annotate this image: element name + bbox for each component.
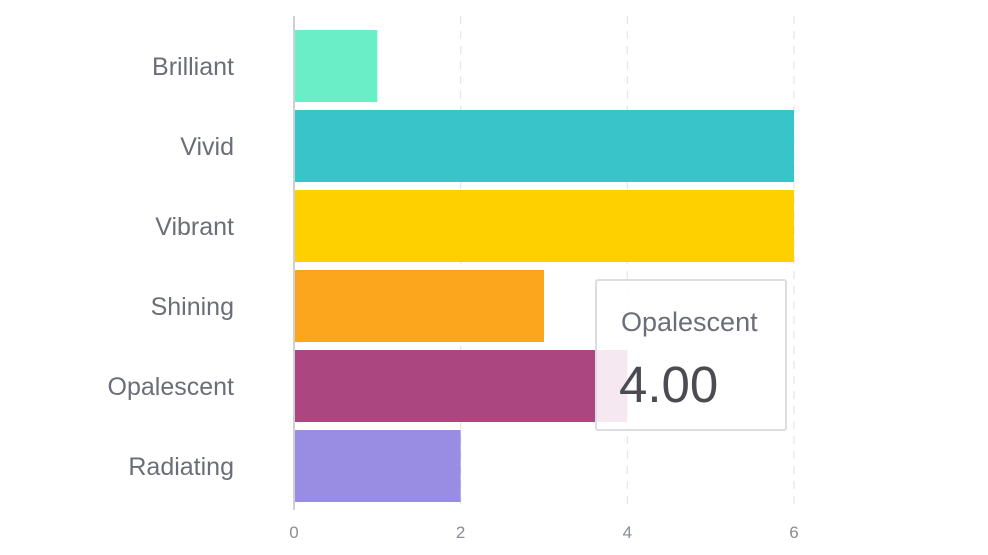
category-label-vivid: Vivid [180, 133, 234, 161]
category-label-vibrant: Vibrant [155, 213, 234, 241]
bar-shining [294, 270, 544, 342]
bar-radiating [294, 430, 461, 502]
tooltip: Opalescent 4.00 [595, 279, 787, 431]
x-tick-label-2: 2 [456, 523, 465, 542]
bar-brilliant [294, 30, 378, 102]
x-tick-label-6: 6 [789, 523, 798, 542]
x-tick-label-4: 4 [623, 523, 632, 542]
tooltip-value: 4.00 [619, 356, 719, 413]
category-label-radiating: Radiating [128, 453, 234, 481]
bar-vivid [294, 110, 794, 182]
category-label-opalescent: Opalescent [108, 373, 235, 401]
bar-vibrant [294, 190, 794, 262]
tooltip-series-name: Opalescent [621, 307, 758, 337]
category-label-brilliant: Brilliant [152, 53, 234, 81]
category-label-shining: Shining [151, 293, 234, 321]
bar-opalescent [294, 350, 628, 422]
x-tick-label-0: 0 [289, 523, 298, 542]
